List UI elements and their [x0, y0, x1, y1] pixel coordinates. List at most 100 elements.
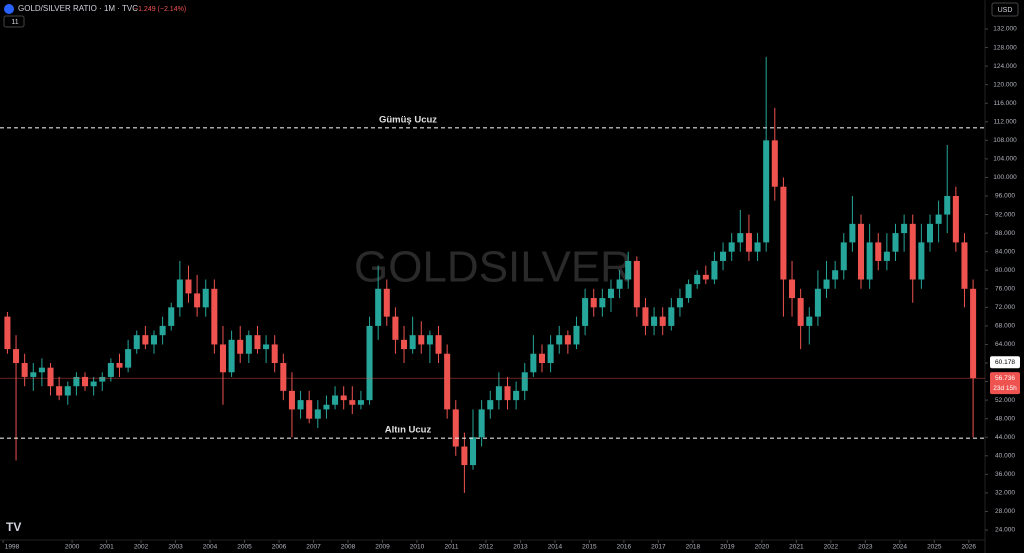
- y-tick-label: 112.000: [993, 118, 1016, 125]
- candle-body: [789, 279, 796, 299]
- candle-body: [909, 223, 916, 280]
- candle-body: [806, 316, 813, 326]
- y-tick-label: 28.000: [995, 508, 1015, 515]
- level-label: Gümüş Ucuz: [379, 114, 437, 125]
- candle-body: [99, 376, 106, 382]
- candle-body: [944, 196, 951, 215]
- x-tick-label: 1998: [5, 544, 20, 551]
- candle-body: [56, 386, 63, 396]
- candle-body: [952, 196, 959, 243]
- candle-body: [21, 363, 28, 377]
- candle-body: [625, 260, 632, 280]
- y-tick-label: 124.000: [993, 63, 1017, 70]
- candle-body: [823, 279, 830, 289]
- candle-body: [280, 363, 287, 391]
- candle-body: [901, 223, 908, 234]
- candle-body: [961, 242, 968, 289]
- candle-body: [564, 335, 571, 345]
- x-tick-label: 2021: [789, 544, 804, 551]
- candle-body: [306, 400, 313, 419]
- candle-body: [504, 386, 511, 401]
- x-tick-label: 2020: [755, 544, 770, 551]
- y-tick-label: 44.000: [995, 434, 1015, 441]
- candle-body: [771, 140, 778, 187]
- x-tick-label: 2005: [237, 544, 252, 551]
- candle-body: [366, 325, 373, 401]
- y-tick-label: 88.000: [995, 230, 1015, 237]
- watermark: GOLDSILVER: [354, 243, 632, 292]
- candle-body: [892, 233, 899, 252]
- currency-button[interactable]: [991, 2, 1019, 17]
- price-label-box: [990, 372, 1020, 395]
- candle-body: [780, 186, 787, 280]
- x-tick-label: 2018: [686, 544, 701, 551]
- x-tick-label: 2017: [651, 544, 666, 551]
- candle-body: [487, 400, 494, 410]
- symbol-icon: [4, 4, 14, 14]
- chart-title: GOLD/SILVER RATIO · 1M · TVC: [18, 4, 138, 13]
- candle-body: [383, 288, 390, 317]
- x-tick-label: 2026: [962, 544, 977, 551]
- candle-body: [288, 390, 295, 410]
- y-tick-label: 120.000: [993, 81, 1017, 88]
- indicator-toggle[interactable]: [3, 15, 25, 28]
- x-tick-label: 2011: [444, 544, 458, 551]
- candle-body: [633, 260, 640, 308]
- candle-body: [340, 395, 347, 401]
- y-tick-label: 32.000: [995, 490, 1015, 497]
- candle-body: [616, 279, 623, 289]
- x-tick-label: 2022: [824, 544, 839, 551]
- candle-body: [676, 298, 683, 308]
- candle-body: [590, 298, 597, 308]
- candle-body: [116, 363, 123, 368]
- candle-body: [642, 307, 649, 326]
- price-label: 56.736: [995, 375, 1015, 382]
- candle-body: [832, 270, 839, 280]
- x-tick-label: 2009: [375, 544, 390, 551]
- candle-body: [90, 381, 97, 387]
- candle-body: [857, 223, 865, 280]
- candle-body: [392, 316, 399, 340]
- candle-body: [81, 376, 89, 387]
- countdown-label: 23d 15h: [993, 385, 1017, 392]
- candle-body: [194, 293, 201, 308]
- candle-body: [375, 288, 382, 326]
- candle-body: [849, 223, 856, 243]
- candle-body: [107, 363, 114, 377]
- candle-body: [970, 288, 977, 379]
- y-tick-label: 108.000: [993, 137, 1017, 144]
- candle-body: [607, 288, 614, 299]
- candle-body: [409, 335, 416, 350]
- candle-body: [426, 335, 433, 345]
- candle-body: [297, 400, 304, 410]
- candle-body: [599, 298, 606, 308]
- y-tick-label: 48.000: [995, 415, 1015, 422]
- x-tick-label: 2024: [893, 544, 908, 551]
- y-tick-label: 132.000: [993, 26, 1017, 33]
- candle-body: [168, 307, 175, 326]
- candle-body: [228, 339, 235, 373]
- x-tick-label: 2003: [168, 544, 183, 551]
- candle-body: [763, 140, 770, 243]
- candle-body: [323, 404, 330, 410]
- price-label-box: [990, 356, 1020, 369]
- x-tick-label: 2001: [99, 544, 114, 551]
- candle-body: [866, 242, 873, 280]
- candle-body: [754, 242, 761, 252]
- y-tick-label: 100.000: [993, 174, 1017, 181]
- candle-body: [737, 233, 744, 243]
- candle-body: [452, 409, 459, 447]
- y-tick-label: 76.000: [995, 286, 1015, 293]
- candle-body: [349, 400, 356, 405]
- price-label: 60.178: [995, 359, 1015, 366]
- candle-body: [461, 446, 468, 466]
- candle-body: [702, 274, 709, 280]
- y-tick-label: 80.000: [995, 267, 1015, 274]
- candle-body: [47, 367, 54, 387]
- candle-body: [435, 335, 442, 354]
- candle-body: [202, 288, 209, 308]
- candle-body: [556, 335, 563, 345]
- candle-body: [237, 339, 244, 354]
- candle-body: [30, 372, 37, 377]
